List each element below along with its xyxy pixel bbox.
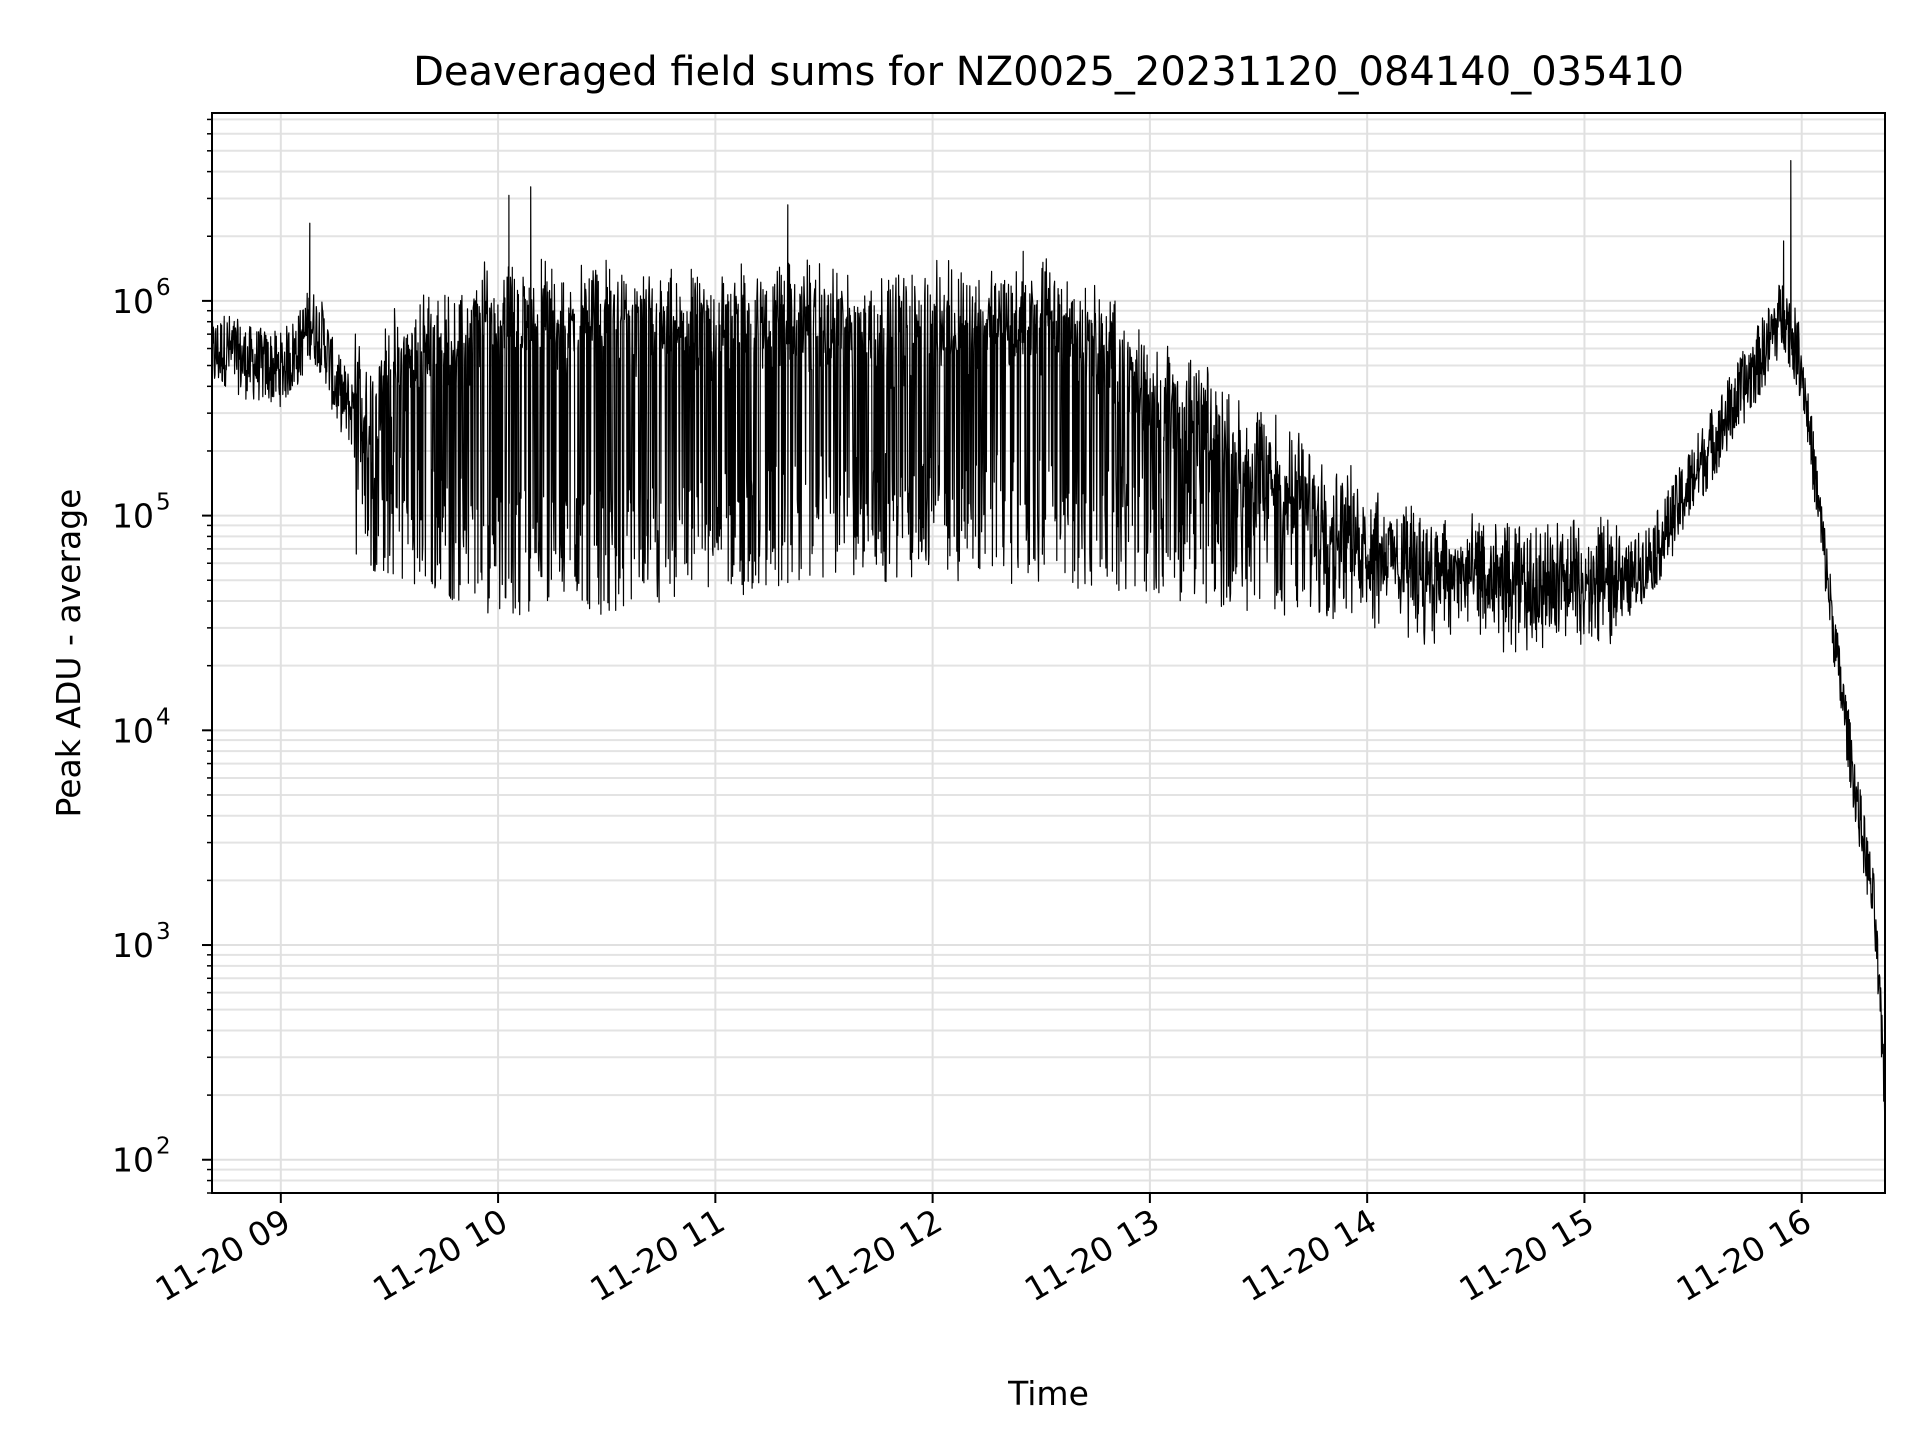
y-tick-exponent: 4 xyxy=(156,704,171,730)
x-tick-label: 11-20 10 xyxy=(366,1201,514,1309)
y-axis-label: Peak ADU - average xyxy=(49,489,88,818)
series-layer xyxy=(211,160,1886,1113)
x-tick-label: 11-20 09 xyxy=(149,1201,297,1309)
y-tick-label: 10 xyxy=(112,926,154,965)
y-tick-label: 10 xyxy=(112,1141,154,1180)
x-tick-label: 11-20 15 xyxy=(1452,1201,1600,1309)
y-tick-exponent: 6 xyxy=(156,275,171,301)
y-tick-label: 10 xyxy=(112,497,154,536)
series-line xyxy=(211,160,1886,1113)
plot-area-frame xyxy=(211,112,1886,1194)
x-tick-label: 11-20 12 xyxy=(801,1201,949,1309)
y-tick-exponent: 5 xyxy=(156,490,171,516)
chart-title: Deaveraged field sums for NZ0025_2023112… xyxy=(413,49,1684,95)
x-tick-label: 11-20 16 xyxy=(1670,1201,1818,1309)
y-tick-exponent: 2 xyxy=(156,1134,171,1160)
y-tick-exponent: 3 xyxy=(156,919,171,945)
x-tick-label: 11-20 11 xyxy=(583,1201,731,1309)
x-tick-label: 11-20 14 xyxy=(1235,1201,1383,1309)
x-tick-label: 11-20 13 xyxy=(1018,1201,1166,1309)
y-tick-label: 10 xyxy=(112,711,154,750)
grid-layer xyxy=(212,113,1885,1194)
x-axis-label: Time xyxy=(1007,1374,1089,1413)
y-tick-label: 10 xyxy=(112,282,154,321)
